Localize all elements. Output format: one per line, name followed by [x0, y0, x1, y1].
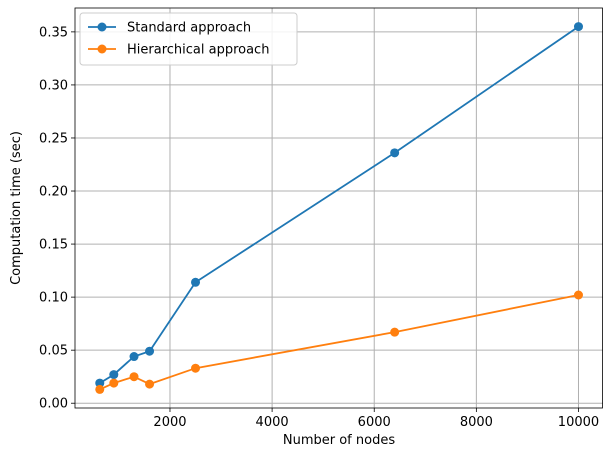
legend-label: Hierarchical approach [127, 43, 269, 58]
y-tick-label: 0.10 [39, 291, 68, 306]
x-tick-label: 6000 [358, 415, 391, 430]
series-group [95, 22, 583, 394]
y-axis-title: Computation time (sec) [9, 131, 24, 285]
x-axis: 2000 4000 6000 8000 10000 [153, 408, 599, 430]
y-tick-label: 0.05 [39, 344, 68, 359]
legend-box [79, 12, 298, 66]
data-point [129, 352, 139, 362]
legend-label: Standard approach [127, 21, 251, 36]
data-point [145, 379, 155, 389]
y-tick-label: 0.20 [39, 185, 68, 200]
grid [75, 8, 603, 408]
legend: Standard approach Hierarchical approach [79, 12, 298, 66]
x-tick-label: 8000 [460, 415, 493, 430]
plot-frame [74, 7, 603, 409]
series-line [99, 294, 579, 391]
series-line [99, 25, 580, 384]
legend-swatch-marker [97, 22, 107, 32]
legend-swatch-marker [97, 44, 107, 54]
data-point [129, 372, 139, 382]
series-1 [95, 22, 583, 388]
x-tick-label: 10000 [558, 415, 599, 430]
data-point [145, 346, 155, 356]
y-axis: 0.00 0.05 0.10 0.15 0.20 0.25 0.30 0.35 [39, 25, 75, 412]
data-point [109, 378, 119, 388]
y-tick-label: 0.00 [39, 397, 68, 412]
data-point [573, 290, 583, 300]
data-point [109, 370, 119, 380]
data-point [95, 378, 105, 388]
x-tick-label: 2000 [153, 415, 186, 430]
data-point [390, 148, 400, 158]
x-axis-title: Number of nodes [283, 433, 395, 448]
y-tick-label: 0.35 [39, 25, 68, 40]
series-2 [95, 290, 583, 394]
data-point [390, 327, 400, 337]
data-point [191, 277, 201, 287]
data-point [573, 22, 583, 32]
x-tick-label: 4000 [256, 415, 289, 430]
y-tick-label: 0.30 [39, 78, 68, 93]
data-point [95, 384, 105, 394]
data-point [191, 363, 201, 373]
y-tick-label: 0.15 [39, 238, 68, 253]
y-tick-label: 0.25 [39, 131, 68, 146]
